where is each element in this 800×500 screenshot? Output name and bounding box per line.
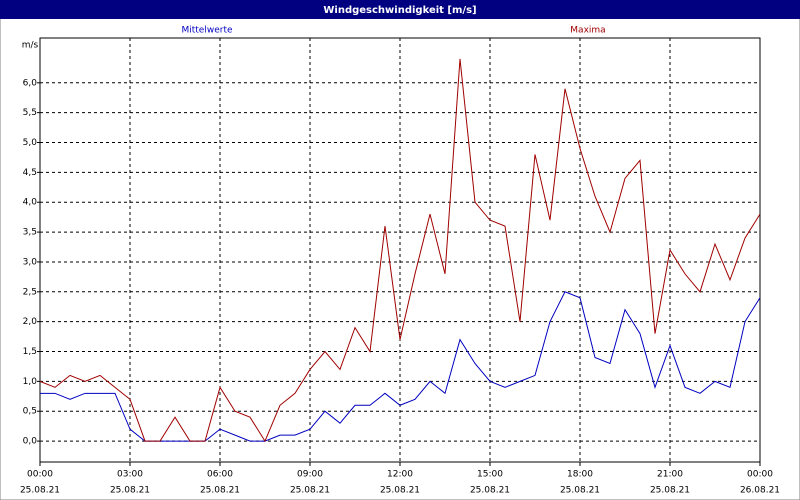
- title-bar: [0, 0, 800, 19]
- x-tick-label: 21:00: [657, 470, 683, 480]
- y-tick-label: 0,0: [23, 437, 38, 447]
- y-unit: m/s: [22, 41, 39, 51]
- y-tick-label: 3,0: [23, 257, 38, 267]
- y-tick-label: 1,0: [23, 377, 38, 387]
- x-tick-label: 15:00: [477, 470, 503, 480]
- x-tick-label: 06:00: [207, 470, 233, 480]
- y-tick-label: 5,5: [23, 108, 37, 118]
- x-tick-date: 25.08.21: [560, 486, 600, 496]
- x-tick-date: 26.08.21: [740, 486, 780, 496]
- y-tick-label: 1,5: [23, 347, 37, 357]
- y-tick-label: 4,5: [23, 168, 37, 178]
- chart-title: Windgeschwindigkeit [m/s]: [323, 5, 476, 16]
- x-tick-date: 25.08.21: [290, 486, 330, 496]
- data-line: [39, 58, 761, 443]
- y-tick-label: 3,5: [23, 228, 37, 238]
- x-tick-date: 25.08.21: [380, 486, 420, 496]
- x-tick-date: 25.08.21: [650, 486, 690, 496]
- y-tick-label: 0,5: [23, 407, 37, 417]
- x-tick-label: 12:00: [387, 470, 413, 480]
- y-tick-label: 6,0: [23, 78, 38, 88]
- y-tick-label: 2,0: [23, 317, 38, 327]
- y-tick-label: 4,0: [23, 198, 38, 208]
- x-tick-date: 25.08.21: [200, 486, 240, 496]
- x-tick-date: 25.08.21: [110, 486, 150, 496]
- x-tick-date: 25.08.21: [470, 486, 510, 496]
- legend-entry: Maxima: [570, 26, 605, 36]
- x-tick-label: 18:00: [567, 470, 593, 480]
- x-tick-label: 00:00: [27, 470, 53, 480]
- x-tick-date: 25.08.21: [20, 486, 60, 496]
- y-tick-label: 2,5: [23, 287, 37, 297]
- x-tick-label: 00:00: [747, 470, 773, 480]
- x-tick-label: 09:00: [297, 470, 323, 480]
- x-tick-label: 03:00: [117, 470, 143, 480]
- plot-border: [39, 37, 761, 463]
- legend-entry: Mittelwerte: [181, 26, 232, 36]
- y-tick-label: 5,0: [23, 138, 38, 148]
